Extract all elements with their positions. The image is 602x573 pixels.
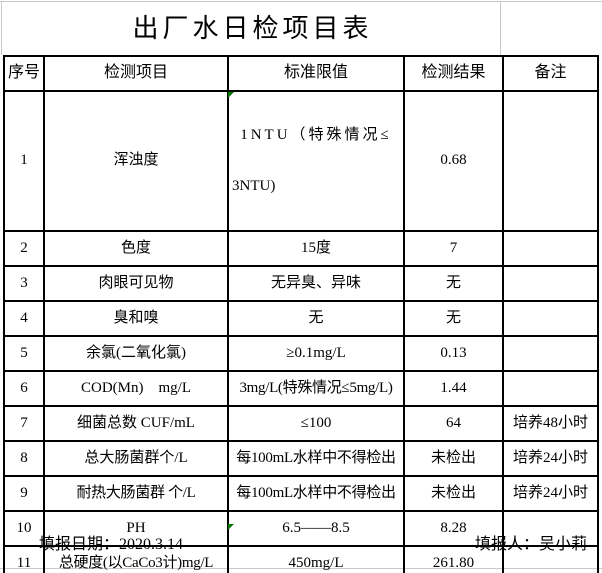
- cell-standard: 每100mL水样中不得检出: [227, 440, 405, 477]
- cell-item: 余氯(二氧化氯): [43, 335, 229, 372]
- cell-result: 8.28: [403, 510, 504, 547]
- cell-remark: [502, 370, 599, 407]
- table-row: 7 细菌总数 CUF/mL ≤100 64 培养48小时: [3, 405, 599, 442]
- cell-remark: [502, 90, 599, 232]
- cell-item: 臭和嗅: [43, 300, 229, 337]
- cell-item: 肉眼可见物: [43, 265, 229, 302]
- cell-result: 未检出: [403, 475, 504, 512]
- cell-no: 8: [3, 440, 45, 477]
- cell-item: 细菌总数 CUF/mL: [43, 405, 229, 442]
- cell-standard: 无: [227, 300, 405, 337]
- standard-line2: 3NTU): [232, 178, 276, 195]
- cell-item: 总硬度(以CaCo3计)mg/L: [43, 545, 229, 573]
- cell-remark: [502, 230, 599, 267]
- cell-remark: 培养24小时: [502, 475, 599, 512]
- table-row: 11 总硬度(以CaCo3计)mg/L 450mg/L 261.80: [3, 545, 599, 573]
- cell-standard: 每100mL水样中不得检出: [227, 475, 405, 512]
- table-row: 4 臭和嗅 无 无: [3, 300, 599, 337]
- cell-item: 耐热大肠菌群 个/L: [43, 475, 229, 512]
- cell-no: 4: [3, 300, 45, 337]
- table-row: 10 PH 6.5——8.5 8.28: [3, 510, 599, 547]
- cell-remark: 培养48小时: [502, 405, 599, 442]
- cell-result: 64: [403, 405, 504, 442]
- cell-result: 0.68: [403, 90, 504, 232]
- page-title: 出厂水日检项目表: [132, 14, 373, 43]
- cell-item: PH: [43, 510, 229, 547]
- cell-standard: 15度: [227, 230, 405, 267]
- cell-no: 1: [3, 90, 45, 232]
- col-header-no: 序号: [3, 55, 45, 92]
- error-indicator-icon: [228, 524, 234, 530]
- gridline-left: [1, 1, 2, 55]
- cell-remark: [502, 335, 599, 372]
- cell-no: 11: [3, 545, 45, 573]
- gridline-top: [0, 1, 602, 2]
- table-row: 5 余氯(二氧化氯) ≥0.1mg/L 0.13: [3, 335, 599, 372]
- cell-standard: 无异臭、异味: [227, 265, 405, 302]
- cell-no: 10: [3, 510, 45, 547]
- table-row: 9 耐热大肠菌群 个/L 每100mL水样中不得检出 未检出 培养24小时: [3, 475, 599, 512]
- cell-standard: 450mg/L: [227, 545, 405, 573]
- inspection-table: 序号 检测项目 标准限值 检测结果 备注 1 浑浊度 1NTU（特殊情况≤ 3N…: [3, 55, 599, 573]
- error-indicator-icon: [228, 92, 234, 98]
- cell-result: 1.44: [403, 370, 504, 407]
- standard-line1: 1NTU（特殊情况≤: [240, 126, 392, 143]
- cell-remark: [502, 545, 599, 573]
- footer: 填报日期：2020.3.14 填报人：吴小莉: [3, 522, 597, 568]
- table-row: 1 浑浊度 1NTU（特殊情况≤ 3NTU) 0.68: [3, 90, 599, 232]
- cell-result: 261.80: [403, 545, 504, 573]
- cell-remark: [502, 300, 599, 337]
- gridline-title-column: [500, 1, 501, 55]
- table-row: 6 COD(Mn) mg/L 3mg/L(特殊情况≤5mg/L) 1.44: [3, 370, 599, 407]
- cell-no: 6: [3, 370, 45, 407]
- cell-no: 7: [3, 405, 45, 442]
- cell-result: 无: [403, 265, 504, 302]
- col-header-standard: 标准限值: [227, 55, 405, 92]
- cell-result: 无: [403, 300, 504, 337]
- cell-standard: 3mg/L(特殊情况≤5mg/L): [227, 370, 405, 407]
- col-header-remark: 备注: [502, 55, 599, 92]
- cell-item: 浑浊度: [43, 90, 229, 232]
- cell-no: 3: [3, 265, 45, 302]
- cell-no: 2: [3, 230, 45, 267]
- col-header-item: 检测项目: [43, 55, 229, 92]
- cell-standard: ≤100: [227, 405, 405, 442]
- header-row: 序号 检测项目 标准限值 检测结果 备注: [3, 55, 599, 92]
- cell-standard: 1NTU（特殊情况≤ 3NTU): [227, 90, 405, 232]
- cell-remark: [502, 265, 599, 302]
- cell-standard: ≥0.1mg/L: [227, 335, 405, 372]
- cell-result: 未检出: [403, 440, 504, 477]
- cell-remark: [502, 510, 599, 547]
- cell-item: 色度: [43, 230, 229, 267]
- table-row: 8 总大肠菌群个/L 每100mL水样中不得检出 未检出 培养24小时: [3, 440, 599, 477]
- cell-item: 总大肠菌群个/L: [43, 440, 229, 477]
- report-date-label: 填报日期：2020.3.14: [39, 536, 184, 553]
- reporter-label: 填报人：吴小莉: [474, 536, 587, 553]
- cell-no: 5: [3, 335, 45, 372]
- col-header-result: 检测结果: [403, 55, 504, 92]
- cell-result: 0.13: [403, 335, 504, 372]
- cell-no: 9: [3, 475, 45, 512]
- table-row: 2 色度 15度 7: [3, 230, 599, 267]
- cell-remark: 培养24小时: [502, 440, 599, 477]
- cell-item: COD(Mn) mg/L: [43, 370, 229, 407]
- table-row: 3 肉眼可见物 无异臭、异味 无: [3, 265, 599, 302]
- cell-standard: 6.5——8.5: [227, 510, 405, 547]
- cell-result: 7: [403, 230, 504, 267]
